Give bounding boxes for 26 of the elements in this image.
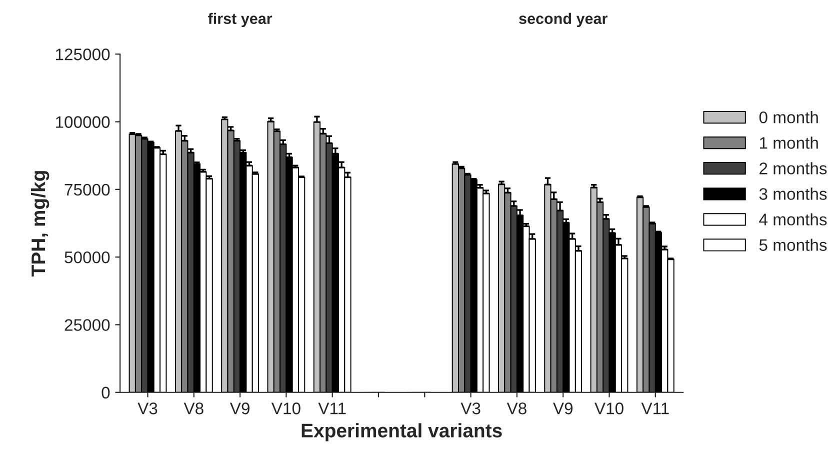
text: second year <box>519 12 608 28</box>
x-tick-label: V9 <box>230 402 250 414</box>
y-tick-label: 25000 <box>64 319 110 331</box>
x-tick-label: V8 <box>506 402 526 414</box>
legend-label: 2 months <box>760 162 827 174</box>
x-tick-label: V8 <box>184 402 204 414</box>
y-tick-label: 75000 <box>64 184 110 196</box>
legend-label: 4 months <box>759 213 827 226</box>
legend-label: 1 month <box>760 136 818 149</box>
y-axis-title: TPH, mg/kg <box>30 171 50 276</box>
x-tick-label: V3 <box>460 402 480 414</box>
y-tick-label: 50000 <box>64 251 110 264</box>
legend-label: 5 months <box>759 238 827 251</box>
legend-label: 0 month <box>759 111 818 124</box>
x-tick-label: V9 <box>552 402 573 414</box>
y-tick-label: 125000 <box>56 48 110 60</box>
y-tick-label: 100000 <box>56 116 110 128</box>
text: first year <box>208 12 272 28</box>
y-tick-label: 0 <box>102 386 110 399</box>
x-tick-label: V11 <box>318 402 346 414</box>
x-tick-label: V11 <box>641 402 669 414</box>
x-axis-title: Experimental variants <box>302 423 502 442</box>
x-tick-label: V3 <box>138 402 158 414</box>
legend-label: 3 months <box>759 188 827 200</box>
x-tick-label: V10 <box>271 402 300 414</box>
x-tick-label: V10 <box>594 402 624 414</box>
